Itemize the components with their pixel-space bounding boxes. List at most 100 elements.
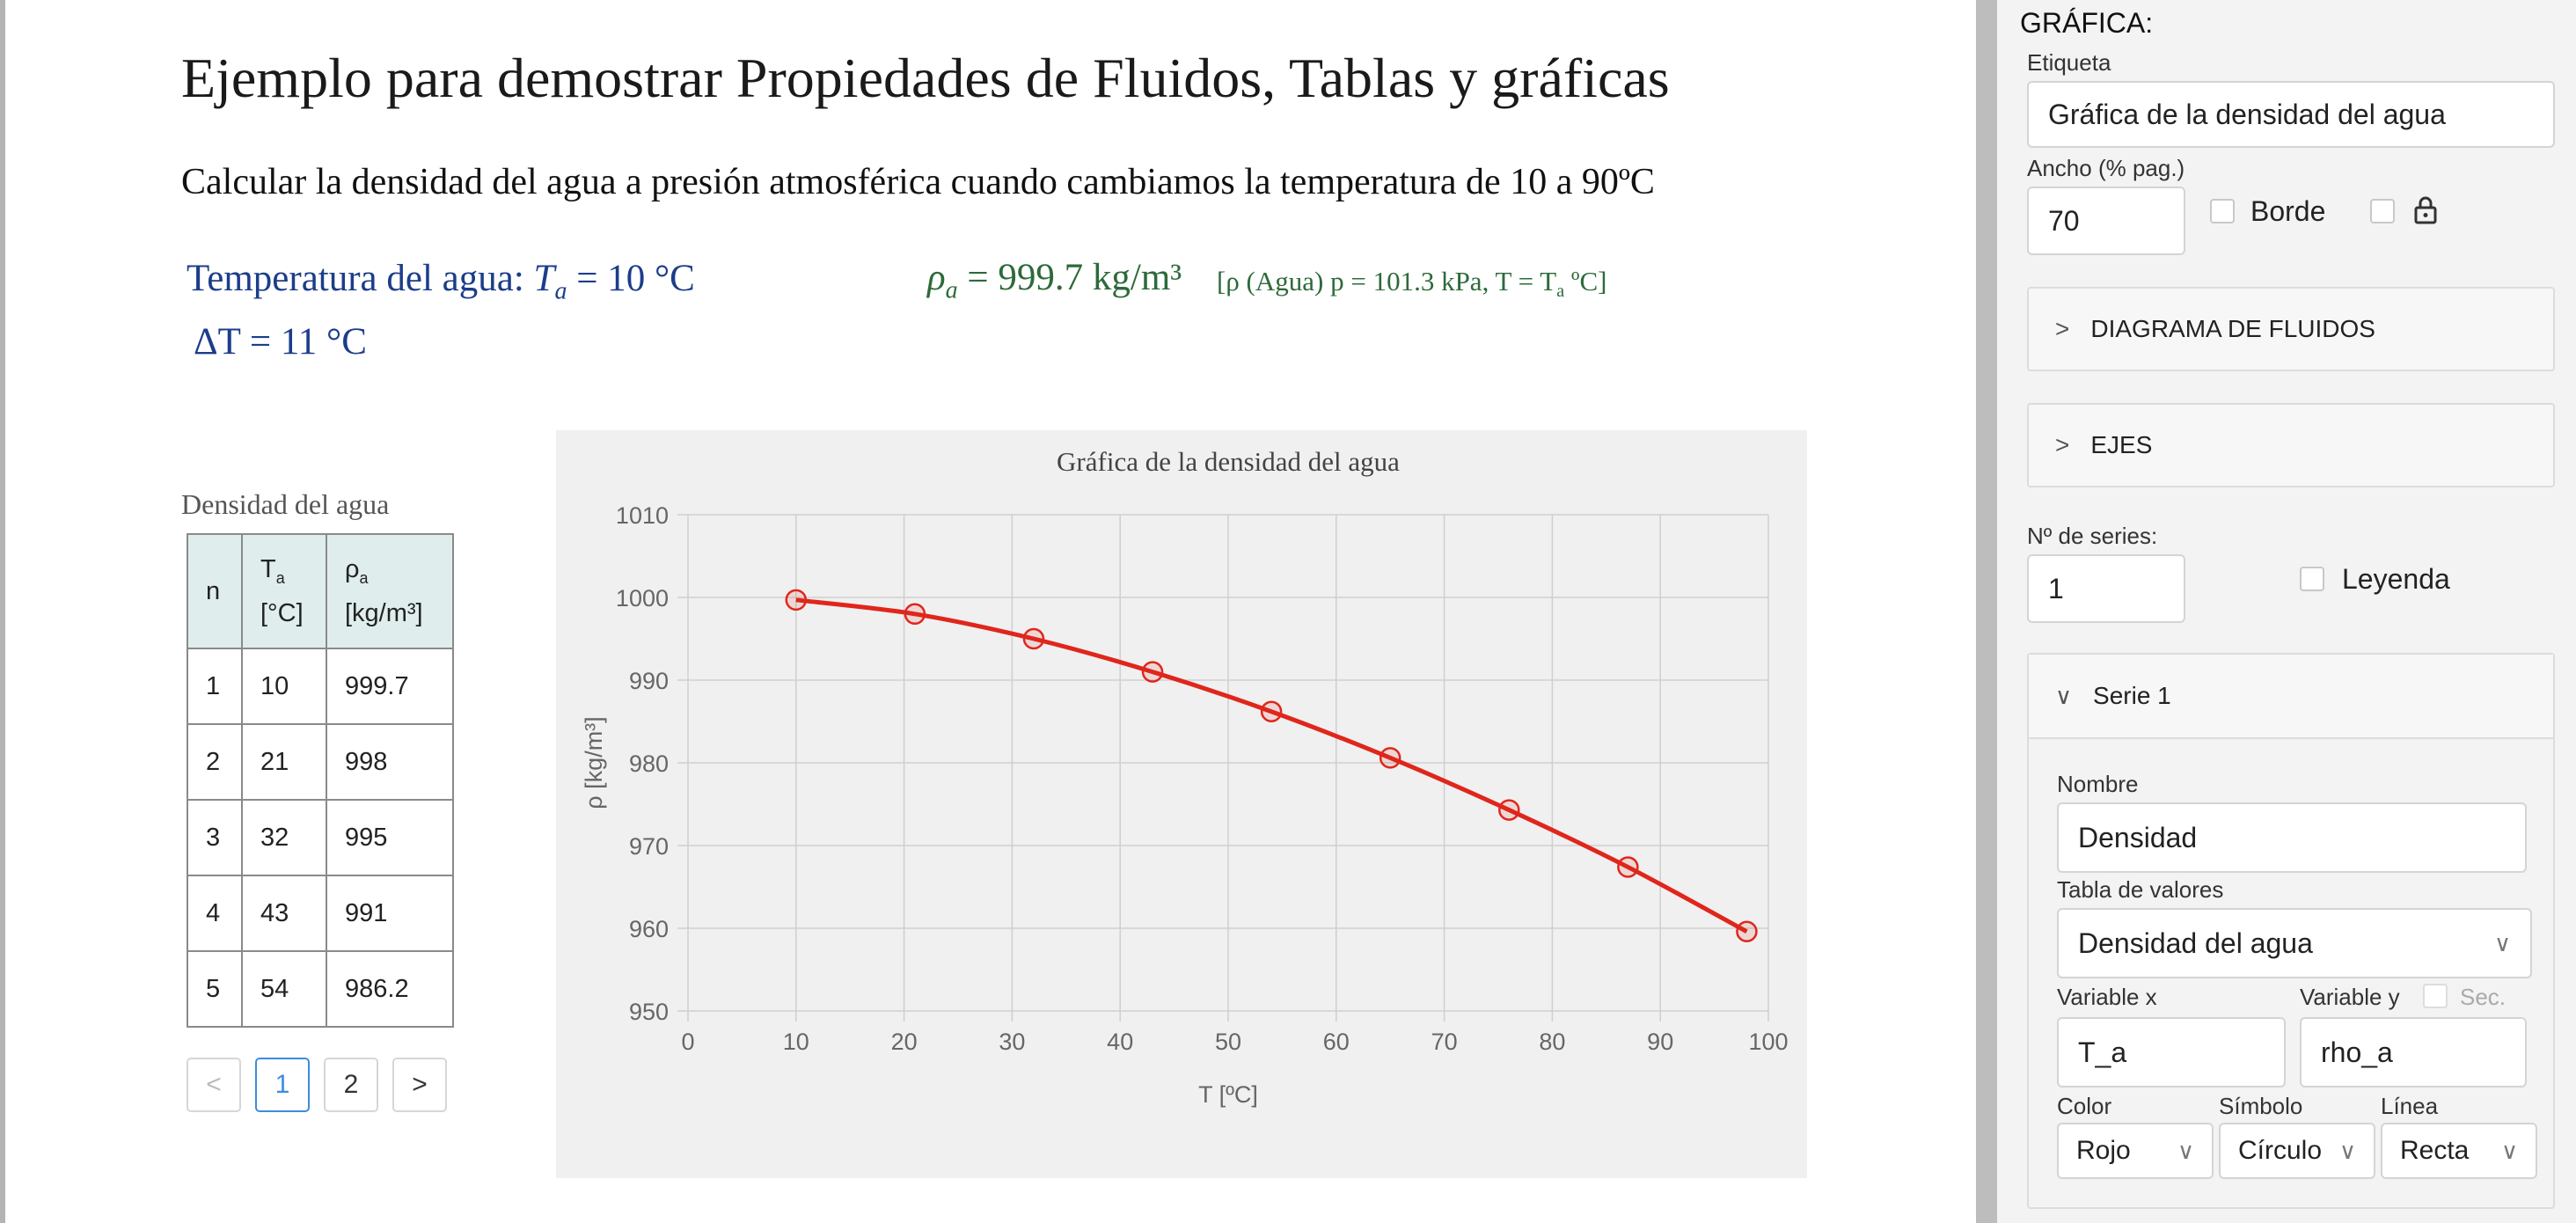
y-tick-label: 980 [629,751,669,777]
header-density: ρa [kg/m³] [326,533,454,649]
page-1-button[interactable]: 1 [255,1058,310,1112]
ejes-accordion[interactable]: > EJES [2027,403,2555,487]
delta-t-expression: ΔT = 11 °C [194,321,367,363]
chart-title: Gráfica de la densidad del agua [1057,446,1400,477]
secundario-checkbox[interactable] [2423,984,2448,1008]
lock-checkbox[interactable] [2370,199,2395,223]
ancho-input[interactable]: 70 [2027,187,2185,255]
density-table: n Ta [°C] ρa [kg/m³] 1 10 999.7 2 21 9 [187,533,454,1028]
data-point [1141,661,1164,683]
borde-checkbox[interactable] [2210,199,2235,223]
x-tick-label: 80 [1539,1029,1565,1055]
density-value: = 999.7 kg/m³ [957,257,1182,298]
delta-t-equation[interactable]: ΔT = 11 °C [194,320,367,363]
x-tick-label: 100 [1748,1029,1788,1055]
data-point [785,589,808,612]
etiqueta-input[interactable]: Gráfica de la densidad del agua [2027,81,2555,148]
page-title: Ejemplo para demostrar Propiedades de Fl… [181,47,1670,109]
cell-temperature: 32 [241,799,327,876]
x-tick-label: 60 [1323,1029,1350,1055]
nseries-label: Nº de series: [2027,523,2158,549]
variable-y-input[interactable]: rho_a [2300,1017,2527,1088]
data-point [1022,627,1045,650]
accordion-label: DIAGRAMA DE FLUIDOS [2090,315,2375,342]
leyenda-checkbox[interactable] [2300,567,2324,591]
color-selected: Rojo [2076,1136,2131,1165]
next-page-button[interactable]: > [392,1058,447,1112]
cell-temperature: 54 [241,950,327,1028]
ancho-label: Ancho (% pag.) [2027,155,2185,181]
density-chart[interactable]: Gráfica de la densidad del agua 0 10 20 30 40… [556,430,1807,1178]
chevron-down-icon: ∨ [2177,1137,2194,1164]
data-point [1498,799,1520,821]
chevron-down-icon: ∨ [2500,1137,2518,1164]
nseries-input[interactable]: 1 [2027,554,2185,623]
x-tick-label: 50 [1215,1029,1241,1055]
panel-resize-handle[interactable] [1976,0,1997,1223]
data-point [1379,747,1401,769]
header-temperature: Ta [°C] [241,533,327,649]
temperature-subscript: a [554,277,567,305]
table-pagination: < 1 2 > [187,1058,447,1112]
problem-statement: Calcular la densidad del agua a presión … [181,162,1655,202]
chart-canvas: Gráfica de la densidad del agua 0 10 20 30 40… [581,446,1789,1108]
header-n: n [187,533,243,649]
x-tick-label: 30 [999,1029,1025,1055]
cell-n: 2 [187,723,243,801]
cell-temperature: 21 [241,723,327,801]
data-point [1736,920,1758,943]
x-tick-label: 10 [783,1029,809,1055]
y-tick-label: 970 [629,833,669,860]
x-tick-label: 20 [891,1029,918,1055]
simbolo-select[interactable]: Círculo ∨ [2219,1123,2375,1179]
nombre-input[interactable]: Densidad [2057,802,2527,873]
tabla-selected: Densidad del agua [2078,926,2313,959]
linea-selected: Recta [2400,1136,2470,1165]
cell-n: 4 [187,875,243,952]
cell-temperature: 43 [241,875,327,952]
temperature-symbol: T [533,258,555,299]
cell-temperature: 10 [241,648,327,725]
temperature-label: Temperatura del agua: [187,258,534,299]
density-result[interactable]: ρa = 999.7 kg/m³ [927,256,1182,305]
cell-density: 995 [326,799,454,876]
borde-label: Borde [2250,195,2326,227]
y-tick-label: 960 [629,916,669,942]
data-point [1617,856,1639,878]
cell-n: 1 [187,648,243,725]
page-2-button[interactable]: 2 [324,1058,378,1112]
tabla-label: Tabla de valores [2057,876,2224,903]
density-subscript: a [945,276,958,304]
cell-density: 999.7 [326,648,454,725]
x-tick-label: 40 [1107,1029,1133,1055]
secundario-label: Sec. [2460,984,2506,1010]
table-header-row: n Ta [°C] ρa [kg/m³] [187,533,454,649]
temperature-value: = 10 °C [567,258,695,299]
x-tick-label: 90 [1647,1029,1673,1055]
chevron-down-icon: ∨ [2493,929,2511,956]
variable-x-input[interactable]: T_a [2057,1017,2286,1088]
document-area: Ejemplo para demostrar Propiedades de Fl… [5,0,1976,1223]
temperature-equation[interactable]: Temperatura del agua: Ta = 10 °C [187,257,695,306]
x-tick-label: 70 [1431,1029,1458,1055]
nombre-label: Nombre [2057,771,2139,797]
density-symbol: ρ [927,257,946,298]
serie-1-title: Serie 1 [2093,682,2171,709]
y-tick-label: 950 [629,999,669,1025]
lock-icon [2414,196,2437,224]
diagrama-de-fluidos-accordion[interactable]: > DIAGRAMA DE FLUIDOS [2027,287,2555,371]
tabla-select[interactable]: Densidad del agua ∨ [2057,908,2532,978]
linea-select[interactable]: Recta ∨ [2381,1123,2537,1179]
variable-y-label: Variable y [2300,984,2400,1010]
serie-1-header[interactable]: ∨ Serie 1 [2029,655,2553,739]
table-row: 5 54 986.2 [187,950,454,1028]
color-select[interactable]: Rojo ∨ [2057,1123,2214,1179]
density-note: [ρ (Agua) p = 101.3 kPa, T = Ta ºC] [1217,266,1607,302]
window-left-border [0,0,5,1223]
data-point [1260,700,1283,722]
simbolo-selected: Círculo [2238,1136,2323,1165]
cell-n: 5 [187,950,243,1028]
panel-heading: GRÁFICA: [2020,7,2154,39]
prev-page-button[interactable]: < [187,1058,241,1112]
table-row: 1 10 999.7 [187,648,454,725]
